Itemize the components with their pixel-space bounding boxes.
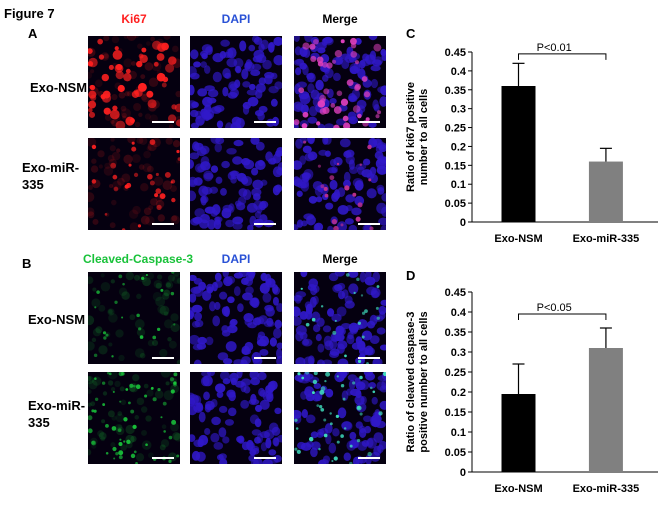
- panel-a-row-label-nsm: Exo-NSM: [30, 80, 88, 95]
- scale-bar: [254, 457, 276, 459]
- micrograph-a-mir335-merge: [294, 138, 386, 230]
- micrograph-b-nsm-dapi: [190, 272, 282, 364]
- panel-b-header-caspase: Cleaved-Caspase-3: [82, 252, 194, 266]
- chart-c: 0 0.05 0.1 0.15 0.2 0.25 0.3 0.35 0.4 0.45 Ratio o…: [400, 36, 666, 261]
- chart-c-y-tick-label: 0.4: [451, 66, 467, 78]
- chart-d-error-bar-mir335: [599, 327, 612, 348]
- chart-d-y-tick-label: 0.05: [445, 447, 466, 459]
- scale-bar: [254, 121, 276, 123]
- chart-c-error-bar-nsm: [512, 62, 525, 86]
- chart-c-bar-nsm: [501, 86, 536, 222]
- micrograph-b-mir335-merge: [294, 372, 386, 464]
- chart-c-y-tick-label: 0.1: [451, 179, 466, 191]
- scale-bar: [152, 357, 174, 359]
- chart-d-significance-label: P<0.05: [537, 302, 572, 314]
- chart-d-bar-nsm: [501, 394, 536, 472]
- chart-c-y-label: Ratio of ki67 positivenumber to all cell…: [405, 82, 430, 192]
- panel-a-header-ki67: Ki67: [121, 12, 147, 26]
- chart-d-category-label: Exo-NSM: [494, 483, 542, 495]
- scale-bar: [254, 357, 276, 359]
- chart-c-bar-mir335: [588, 161, 623, 222]
- chart-c-significance-bracket: [518, 53, 607, 60]
- chart-d-y-tick-label: 0.2: [451, 387, 466, 399]
- chart-c-y-tick-label: 0.45: [445, 47, 466, 59]
- micrograph-b-nsm-caspase: [88, 272, 180, 364]
- panel-b-header-merge: Merge: [322, 252, 358, 266]
- micrograph-b-mir335-dapi: [190, 372, 282, 464]
- chart-d-significance-bracket: [518, 313, 607, 320]
- chart-d: 0 0.05 0.1 0.15 0.2 0.25 0.3 0.35 0.4 0.45 Ratio o…: [400, 276, 666, 511]
- panel-b-row-label-mir335: Exo-miR-335: [28, 398, 86, 430]
- scale-bar: [152, 121, 174, 123]
- chart-c-y-tick-label: 0.15: [445, 160, 466, 172]
- chart-c-y-tick-label: 0.05: [445, 198, 466, 210]
- micrograph-a-nsm-ki67: [88, 36, 180, 128]
- micrograph-a-mir335-dapi: [190, 138, 282, 230]
- chart-c-y-tick-label: 0.3: [451, 104, 466, 116]
- micrograph-a-nsm-dapi: [190, 36, 282, 128]
- panel-a-header-dapi: DAPI: [221, 12, 251, 26]
- chart-c-error-bar-mir335: [599, 147, 612, 162]
- scale-bar: [358, 121, 380, 123]
- chart-c-y-tick-label: 0.35: [445, 85, 466, 97]
- panel-a-row-label-mir335: Exo-miR-335: [22, 160, 80, 192]
- micrograph-a-nsm-merge: [294, 36, 386, 128]
- panel-b-row-label-nsm: Exo-NSM: [28, 312, 86, 327]
- chart-c-y-tick-label: 0.2: [451, 141, 466, 153]
- chart-d-error-bar-nsm: [512, 363, 525, 394]
- chart-d-y-tick-label: 0.45: [445, 287, 466, 299]
- micrograph-a-mir335-ki67: [88, 138, 180, 230]
- chart-d-y-tick-label: 0.3: [451, 347, 466, 359]
- chart-c-y-tick-label: 0.25: [445, 123, 466, 135]
- chart-d-y-tick-label: 0.15: [445, 407, 466, 419]
- figure-title: Figure 7: [4, 6, 55, 21]
- scale-bar: [358, 223, 380, 225]
- chart-c-svg: 0 0.05 0.1 0.15 0.2 0.25 0.3 0.35 0.4 0.45 Ratio o…: [405, 42, 658, 245]
- micrograph-b-mir335-caspase: [88, 372, 180, 464]
- scale-bar: [254, 223, 276, 225]
- chart-d-y-label: Ratio of cleaved caspase-3positive numbe…: [405, 311, 430, 452]
- chart-c-category-label: Exo-miR-335: [573, 233, 640, 245]
- micrograph-b-nsm-merge: [294, 272, 386, 364]
- panel-b-header-dapi: DAPI: [221, 252, 251, 266]
- scale-bar: [358, 357, 380, 359]
- scale-bar: [358, 457, 380, 459]
- chart-d-svg: 0 0.05 0.1 0.15 0.2 0.25 0.3 0.35 0.4 0.45 Ratio o…: [405, 287, 658, 495]
- chart-c-significance-label: P<0.01: [537, 42, 572, 54]
- chart-d-y-tick-label: 0: [460, 467, 466, 479]
- panel-label-a: A: [28, 26, 38, 41]
- panel-label-d: D: [406, 268, 416, 283]
- panel-label-c: C: [406, 26, 416, 41]
- panel-a-header-merge: Merge: [322, 12, 358, 26]
- chart-c-y-tick-label: 0: [460, 217, 466, 229]
- chart-d-category-label: Exo-miR-335: [573, 483, 640, 495]
- chart-d-y-tick-label: 0.25: [445, 367, 466, 379]
- chart-d-y-tick-label: 0.4: [451, 307, 467, 319]
- scale-bar: [152, 457, 174, 459]
- chart-c-category-label: Exo-NSM: [494, 233, 542, 245]
- chart-d-y-tick-label: 0.1: [451, 427, 466, 439]
- panel-label-b: B: [22, 256, 32, 271]
- chart-d-y-tick-label: 0.35: [445, 327, 466, 339]
- scale-bar: [152, 223, 174, 225]
- chart-d-bar-mir335: [588, 348, 623, 472]
